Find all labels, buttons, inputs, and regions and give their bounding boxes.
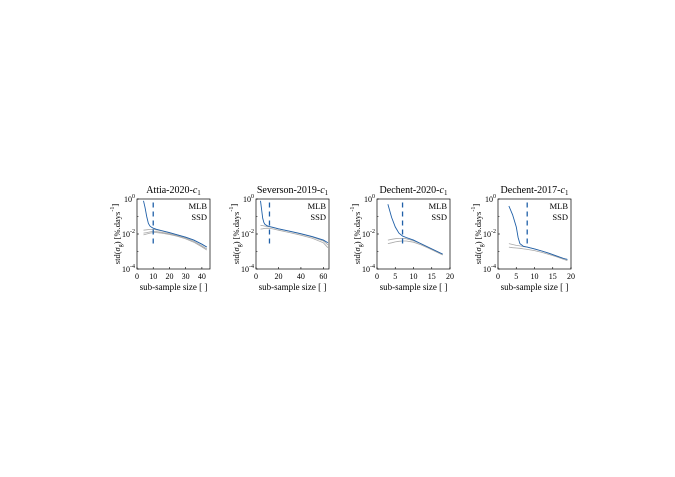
series-line-ssd: [387, 240, 443, 256]
y-axis-label: std(σg) [%.days-1]: [229, 204, 243, 265]
x-axis-label: sub-sample size [ ]: [501, 282, 569, 292]
x-tick-label: 20: [165, 272, 173, 281]
y-tick-label: 10-4: [483, 264, 496, 274]
legend-mlb: MLB: [189, 201, 208, 211]
legend-ssd: SSD: [191, 212, 207, 222]
legend-mlb: MLB: [550, 201, 569, 211]
chart-title: Attia-2020-c1: [146, 185, 201, 197]
y-tick-label: 10-4: [241, 264, 254, 274]
series-line-ssd: [508, 246, 568, 261]
x-tick-label: 40: [297, 272, 305, 281]
x-tick-label: 15: [428, 272, 436, 281]
y-axis-label: std(σg) [%.days-1]: [110, 204, 124, 265]
x-tick-label: 20: [567, 272, 575, 281]
series-line-mlb: [143, 200, 208, 248]
series-line-ssd: [143, 232, 208, 251]
x-tick-label: 5: [514, 272, 518, 281]
x-tick-label: 30: [182, 272, 190, 281]
x-tick-label: 0: [254, 272, 258, 281]
series-line-ssd: [143, 230, 208, 250]
y-tick-label: 10-4: [122, 264, 135, 274]
x-axis-label: sub-sample size [ ]: [380, 282, 448, 292]
x-axis-label: sub-sample size [ ]: [259, 282, 327, 292]
y-tick-label: 10-2: [122, 229, 135, 239]
chart-panel-1: Attia-2020-c1 0 10 20 30 40 100 10-2 10-4 sub-sam…: [110, 185, 211, 292]
chart-title: Dechent-2017-c1: [501, 185, 569, 197]
x-tick-label: 10: [410, 272, 418, 281]
y-axis-label: std(σg) [%.days-1]: [350, 204, 364, 265]
x-tick-label: 20: [274, 272, 282, 281]
x-tick-label: 10: [149, 272, 157, 281]
chart-panel-4: Dechent-2017-c1 0 5 10 15 20 100 10-2 10-4 sub-sa…: [471, 185, 575, 292]
x-axis-label: sub-sample size [ ]: [140, 282, 208, 292]
y-tick-label: 10-2: [241, 229, 254, 239]
y-tick-label: 10-4: [362, 264, 375, 274]
chart-title: Dechent-2020-c1: [380, 185, 448, 197]
y-tick-label: 100: [364, 194, 375, 204]
y-axis-label: std(σg) [%.days-1]: [471, 204, 485, 265]
series-line-mlb: [260, 200, 329, 244]
legend-ssd: SSD: [310, 212, 326, 222]
legend-ssd: SSD: [431, 212, 447, 222]
x-tick-label: 0: [375, 272, 379, 281]
legend-mlb: MLB: [308, 201, 327, 211]
chart-title: Severson-2019-c1: [257, 185, 329, 197]
x-tick-label: 0: [135, 272, 139, 281]
y-tick-label: 100: [243, 194, 254, 204]
y-tick-label: 100: [485, 194, 496, 204]
x-tick-label: 20: [446, 272, 454, 281]
chart-panel-2: Severson-2019-c1 0 20 40 60 100 10-2 10-4 sub-sa…: [229, 185, 330, 292]
y-tick-label: 10-2: [362, 229, 375, 239]
legend-ssd: SSD: [552, 212, 568, 222]
series-line-ssd: [260, 227, 329, 248]
legend-mlb: MLB: [429, 201, 448, 211]
x-tick-label: 10: [531, 272, 539, 281]
x-tick-label: 0: [496, 272, 500, 281]
series-line-mlb: [508, 205, 568, 260]
x-tick-label: 15: [549, 272, 557, 281]
series-line-mlb: [387, 204, 443, 255]
y-tick-label: 100: [124, 194, 135, 204]
x-tick-label: 5: [393, 272, 397, 281]
x-tick-label: 60: [319, 272, 327, 281]
chart-panel-3: Dechent-2020-c1 0 5 10 15 20 100 10-2 10-4 sub-sa…: [350, 185, 454, 292]
x-tick-label: 40: [198, 272, 206, 281]
y-tick-label: 10-2: [483, 229, 496, 239]
